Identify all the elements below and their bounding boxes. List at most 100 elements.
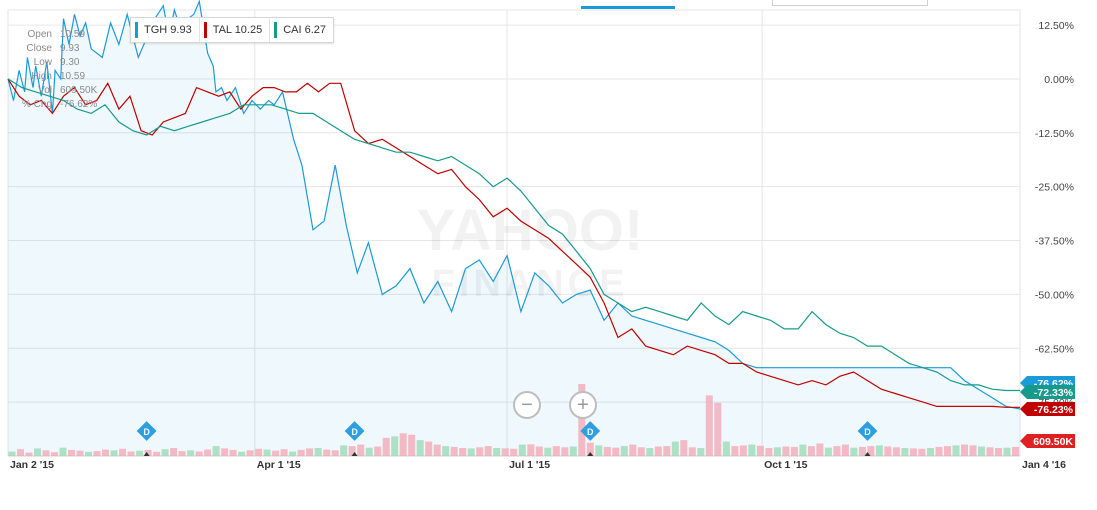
volume-bar — [340, 445, 348, 456]
volume-bar — [561, 447, 569, 456]
y-tick-label: -12.50% — [1035, 128, 1074, 140]
volume-bar — [892, 447, 900, 456]
legend-label: TGH 9.93 — [144, 24, 192, 36]
ohlc-key: Close — [26, 43, 52, 54]
dividend-tick — [143, 452, 150, 456]
range-selector-underline — [581, 6, 675, 9]
dividend-marker-shape — [344, 421, 365, 441]
volume-bar — [510, 448, 518, 456]
volume-bar — [8, 451, 16, 456]
volume-bar — [918, 448, 926, 456]
volume-bar — [17, 449, 24, 456]
legend-item[interactable]: TGH 9.93 — [131, 18, 200, 42]
end-value-flag-shape — [1020, 434, 1075, 448]
volume-bar — [944, 446, 951, 456]
volume-bar — [731, 446, 739, 456]
volume-bar — [884, 446, 892, 456]
volume-bar — [144, 449, 152, 456]
dividend-marker: D — [136, 421, 157, 456]
volume-bar — [348, 446, 356, 456]
volume-bar — [178, 451, 186, 456]
volume-bar — [433, 444, 441, 456]
volume-bar — [102, 449, 109, 456]
volume-bar — [603, 446, 611, 456]
zoom-out-icon: − — [521, 394, 533, 416]
volume-bar — [476, 447, 484, 456]
volume-bar — [867, 446, 875, 456]
volume-bar — [51, 452, 58, 456]
volume-bar — [450, 446, 458, 456]
volume-bar — [136, 450, 144, 456]
plot-area — [7, 9, 1021, 457]
volume-bar — [238, 451, 246, 456]
dividend-marker: D — [580, 421, 601, 456]
volume-bar — [314, 448, 322, 456]
volume-bar — [34, 448, 41, 456]
ohlc-row: Close 9.93 — [14, 42, 97, 56]
volume-bar — [586, 442, 594, 456]
volume-bar — [110, 450, 118, 456]
volume-bar — [961, 444, 968, 456]
volume-bar — [493, 448, 501, 456]
volume-bar — [986, 447, 994, 456]
range-input-box[interactable] — [772, 0, 928, 6]
dividend-marker-label: D — [143, 427, 150, 437]
volume-bar — [467, 448, 475, 456]
volume-bar — [935, 446, 943, 456]
volume-bar — [569, 446, 577, 456]
dividend-marker-label: D — [351, 427, 358, 437]
volume-bar — [978, 446, 985, 456]
volume-bar — [535, 446, 543, 456]
volume-bar — [221, 448, 229, 456]
volume-bar — [255, 448, 263, 456]
volume-bar — [688, 447, 696, 456]
volume-bar — [697, 448, 705, 456]
volume-bar — [289, 451, 297, 456]
volume-bar — [76, 450, 84, 456]
volume-bar — [323, 449, 331, 456]
y-tick-label: 0.00% — [1044, 74, 1074, 86]
volume-bar — [85, 451, 92, 456]
watermark-line-1: YAHOO! — [417, 198, 644, 263]
volume-bar — [161, 449, 169, 456]
volume-bar — [263, 449, 271, 456]
volume-bar — [654, 446, 662, 456]
volume-bar — [331, 450, 339, 456]
volume-bar — [459, 448, 467, 456]
ohlc-row: Open 10.59 — [14, 28, 97, 42]
end-value-label: 609.50K — [1033, 436, 1073, 448]
volume-bar — [816, 443, 824, 456]
volume-bar — [527, 444, 535, 456]
y-tick-label: -50.00% — [1035, 289, 1074, 301]
volume-bar — [620, 446, 628, 456]
dividend-marker-label: D — [587, 427, 594, 437]
legend-label: CAI 6.27 — [283, 24, 327, 36]
legend-label: TAL 10.25 — [212, 24, 263, 36]
legend-item[interactable]: CAI 6.27 — [270, 18, 333, 42]
volume-bar — [875, 445, 883, 456]
volume-bar — [187, 450, 195, 456]
volume-bar — [850, 447, 858, 456]
zoom-out-button[interactable]: − — [513, 391, 541, 419]
volume-bar — [391, 436, 399, 456]
volume-bar — [59, 447, 67, 456]
volume-bar — [425, 441, 433, 456]
volume-bar — [671, 441, 679, 456]
zoom-in-button[interactable]: + — [569, 391, 597, 419]
volume-bar — [442, 446, 450, 456]
volume-bar — [756, 445, 764, 456]
volume-bar — [212, 446, 220, 456]
end-value-label: -72.33% — [1034, 387, 1074, 399]
ohlc-value: -76.62% — [60, 99, 98, 110]
legend-item[interactable]: TAL 10.25 — [200, 18, 271, 42]
legend-swatch — [135, 22, 138, 38]
volume-bar — [416, 440, 424, 456]
volume-bar — [799, 444, 807, 456]
volume-bar — [765, 448, 773, 456]
volume-bar — [995, 448, 1002, 456]
tgh-area-fill — [8, 1, 1020, 457]
y-tick-label: -25.00% — [1035, 182, 1074, 194]
watermark-line-2: FINANCE — [432, 263, 629, 305]
